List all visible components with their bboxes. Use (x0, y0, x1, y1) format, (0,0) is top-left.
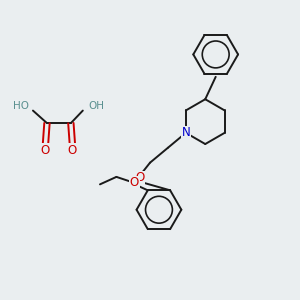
Text: N: N (182, 126, 190, 139)
Text: HO: HO (13, 101, 29, 111)
Text: O: O (41, 143, 50, 157)
Text: O: O (68, 143, 77, 157)
Text: O: O (130, 176, 139, 189)
Text: OH: OH (88, 101, 104, 111)
Text: O: O (135, 171, 144, 184)
